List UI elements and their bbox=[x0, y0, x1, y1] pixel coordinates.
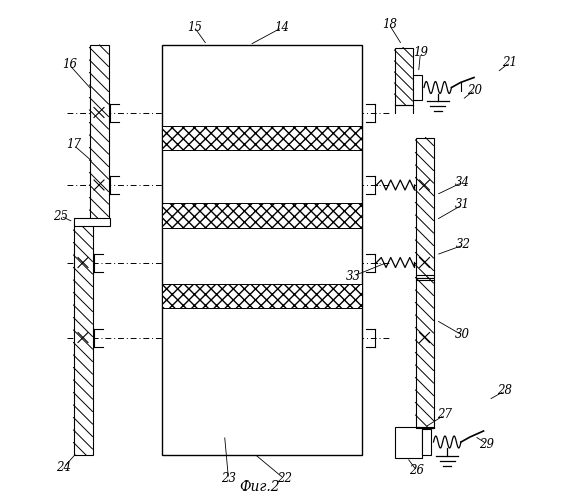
Bar bbox=[90, 45, 108, 222]
Text: 17: 17 bbox=[66, 138, 81, 151]
Bar bbox=[412, 75, 422, 100]
Text: 27: 27 bbox=[437, 408, 452, 422]
Bar bbox=[74, 222, 93, 455]
Text: 25: 25 bbox=[53, 210, 68, 222]
Text: 19: 19 bbox=[413, 46, 428, 59]
Bar bbox=[162, 284, 362, 308]
Text: 14: 14 bbox=[274, 21, 290, 34]
Text: 16: 16 bbox=[62, 58, 77, 71]
Bar bbox=[162, 204, 362, 228]
Text: 18: 18 bbox=[382, 18, 397, 32]
Text: 26: 26 bbox=[409, 464, 424, 477]
Bar bbox=[394, 426, 422, 458]
Text: 32: 32 bbox=[456, 238, 471, 252]
Bar bbox=[416, 138, 434, 278]
Text: 34: 34 bbox=[455, 176, 470, 189]
Text: 33: 33 bbox=[346, 270, 361, 282]
Bar bbox=[162, 126, 362, 150]
Text: 29: 29 bbox=[479, 438, 494, 450]
Bar bbox=[394, 48, 412, 105]
Text: 23: 23 bbox=[221, 472, 236, 486]
Text: Фиг.2: Фиг.2 bbox=[239, 480, 280, 494]
Text: 20: 20 bbox=[467, 84, 482, 96]
Text: 21: 21 bbox=[502, 56, 517, 69]
Bar bbox=[416, 278, 434, 428]
Bar bbox=[422, 429, 431, 455]
Text: 30: 30 bbox=[455, 328, 470, 342]
Text: 24: 24 bbox=[56, 461, 71, 474]
Text: 15: 15 bbox=[187, 21, 202, 34]
Bar bbox=[162, 45, 362, 455]
Bar bbox=[74, 218, 109, 226]
Text: 31: 31 bbox=[455, 198, 470, 211]
Text: 22: 22 bbox=[277, 472, 292, 486]
Text: 28: 28 bbox=[497, 384, 512, 398]
